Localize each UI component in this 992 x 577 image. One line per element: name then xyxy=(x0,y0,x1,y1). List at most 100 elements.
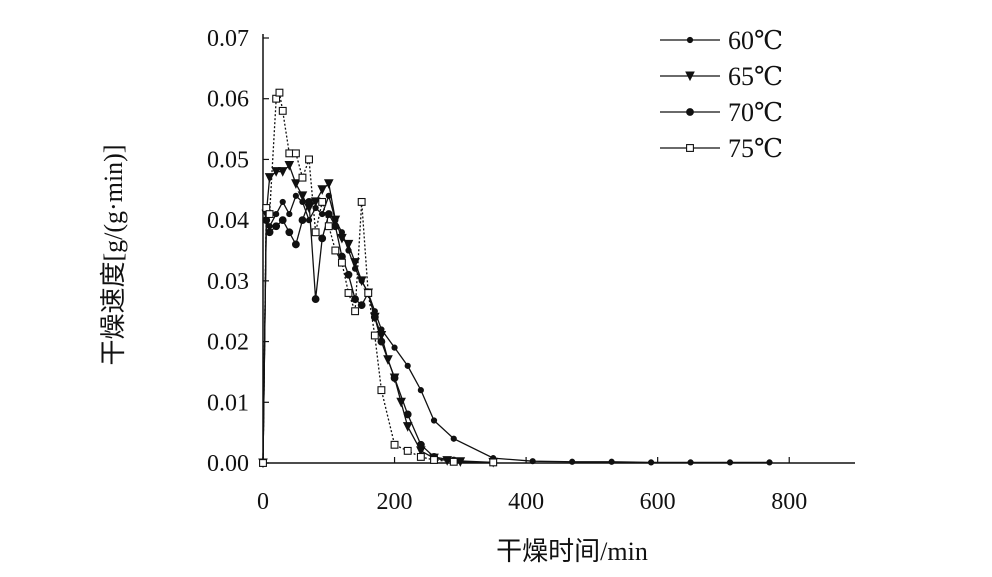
data-point xyxy=(272,222,281,231)
data-point xyxy=(687,459,694,466)
data-point xyxy=(323,179,334,189)
data-point xyxy=(278,216,287,225)
legend-label: 65℃ xyxy=(728,62,783,91)
data-point xyxy=(291,179,301,189)
y-tick-label: 0.05 xyxy=(207,147,249,173)
data-point xyxy=(273,210,280,218)
data-point xyxy=(318,197,327,206)
legend: 60℃ 65℃ 70℃ 75℃ xyxy=(660,26,783,163)
data-point xyxy=(357,301,366,310)
x-axis-label: 干燥时间/min xyxy=(496,537,648,566)
data-point xyxy=(337,258,346,267)
data-point xyxy=(529,458,536,465)
legend-marker xyxy=(686,144,694,152)
data-point xyxy=(297,191,308,201)
y-tick-label: 0.04 xyxy=(207,208,249,234)
legend-item: 60℃ xyxy=(660,26,783,55)
data-point xyxy=(291,149,300,158)
data-point xyxy=(298,173,307,182)
data-point xyxy=(337,233,347,244)
series-line xyxy=(262,90,494,464)
data-point xyxy=(417,387,424,394)
legend-marker xyxy=(686,108,694,116)
data-point xyxy=(285,228,294,237)
data-point xyxy=(351,307,360,316)
data-point xyxy=(350,258,360,268)
data-point xyxy=(277,167,288,177)
data-point xyxy=(390,440,399,449)
data-point xyxy=(259,459,267,467)
data-point xyxy=(344,289,353,297)
data-point xyxy=(305,155,313,164)
data-point xyxy=(449,457,458,466)
data-point xyxy=(430,417,438,424)
data-point xyxy=(416,452,425,461)
data-point xyxy=(390,374,399,382)
legend-label: 60℃ xyxy=(728,26,783,55)
y-axis-label: 干燥速度[g/(g·min)] xyxy=(99,145,128,366)
series-2 xyxy=(258,161,499,469)
data-point xyxy=(569,458,576,465)
legend-label: 70℃ xyxy=(728,98,783,127)
data-point xyxy=(404,362,411,369)
data-point xyxy=(402,422,413,432)
legend-item: 75℃ xyxy=(660,134,783,163)
data-point xyxy=(311,295,320,303)
data-point xyxy=(450,435,457,442)
y-tick-label: 0.01 xyxy=(207,390,249,416)
data-point xyxy=(291,240,300,249)
legend-marker xyxy=(686,36,694,44)
data-point xyxy=(284,161,295,171)
data-point xyxy=(377,386,386,395)
x-tick-label: 400 xyxy=(508,489,544,515)
data-point xyxy=(357,197,366,206)
data-point xyxy=(364,289,373,297)
data-point xyxy=(344,270,353,279)
data-point xyxy=(265,228,274,237)
data-point xyxy=(292,192,299,199)
data-point xyxy=(343,239,354,250)
data-point xyxy=(279,198,286,206)
data-point xyxy=(377,337,386,346)
series-layer xyxy=(258,88,773,469)
data-point xyxy=(324,222,333,231)
legend-item: 70℃ xyxy=(660,98,783,127)
data-point xyxy=(305,198,313,206)
data-point xyxy=(416,440,425,449)
data-point xyxy=(489,458,498,467)
data-point xyxy=(726,459,734,466)
data-point xyxy=(430,456,438,464)
y-tick-label: 0.03 xyxy=(207,269,249,295)
data-point xyxy=(647,459,655,466)
legend-marker xyxy=(685,71,695,82)
data-point xyxy=(330,215,341,226)
y-tick-label: 0.06 xyxy=(207,87,249,113)
data-point xyxy=(319,210,326,218)
legend-label: 75℃ xyxy=(728,134,783,163)
data-point xyxy=(275,88,284,97)
data-point xyxy=(285,149,294,158)
y-tick-label: 0.02 xyxy=(207,330,249,356)
data-point xyxy=(403,410,412,419)
axes: 0.00 0.01 0.02 0.03 0.04 0.05 0.06 0.07 0 200 400 6… xyxy=(207,26,855,515)
y-tick-label: 0.00 xyxy=(207,451,249,477)
x-tick-label: 800 xyxy=(771,489,807,515)
data-point xyxy=(317,185,328,195)
data-point xyxy=(766,459,773,466)
data-point xyxy=(318,234,327,243)
data-point xyxy=(608,458,615,465)
data-point xyxy=(286,210,293,218)
x-tick-label: 200 xyxy=(377,489,413,515)
legend-item: 65℃ xyxy=(660,62,783,91)
data-point xyxy=(265,210,274,219)
x-tick-label: 0 xyxy=(257,489,269,515)
data-point xyxy=(331,246,340,255)
x-tick-label: 600 xyxy=(640,489,676,515)
y-tick-label: 0.07 xyxy=(207,26,249,52)
data-point xyxy=(370,331,379,340)
data-point xyxy=(271,167,281,177)
data-point xyxy=(391,344,398,351)
data-point xyxy=(310,197,321,208)
